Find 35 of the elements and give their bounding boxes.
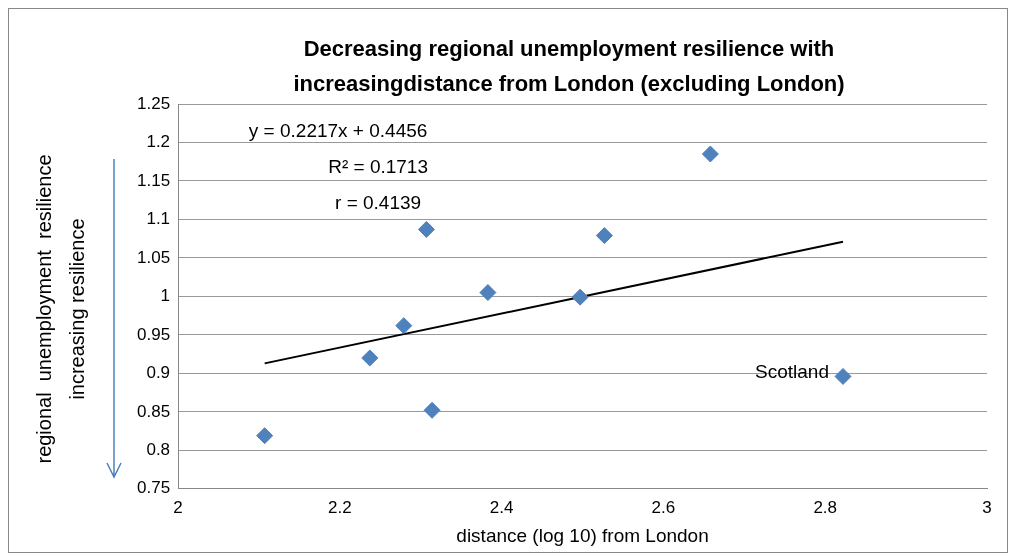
x-tick-label: 2.8: [813, 497, 838, 517]
point: [479, 284, 497, 302]
x-tick-label: 2: [173, 497, 183, 517]
y-tick-label: 1.15: [136, 170, 171, 190]
point: [256, 427, 274, 445]
point: [423, 401, 441, 419]
y-tick-label: 0.8: [146, 440, 171, 460]
point: [571, 288, 589, 306]
y-tick-label: 0.9: [146, 363, 171, 383]
x-axis-title: distance (log 10) from London: [456, 524, 709, 546]
annotation: R² = 0.1713: [328, 156, 428, 178]
point: [417, 220, 435, 238]
y-tick-label: 0.75: [136, 478, 171, 498]
point: [595, 227, 613, 245]
x-tick-label: 2.2: [328, 497, 352, 517]
x-tick-label: 3: [982, 497, 992, 517]
y-tick-label: 1.25: [136, 93, 171, 113]
point: [834, 367, 852, 385]
y-tick-label: 0.85: [136, 401, 171, 421]
y-tick-label: 1.05: [136, 247, 171, 267]
text: increasing resilience: [65, 218, 89, 400]
point: [361, 349, 379, 367]
annotation: r = 0.4139: [335, 192, 422, 214]
x-tick-label: 2.6: [651, 497, 676, 517]
point: [701, 145, 719, 163]
y-tick-label: 1.2: [146, 132, 171, 152]
y-axis-title: regional unemployment resilience: [32, 154, 56, 464]
point: [395, 317, 413, 335]
x-tick-label: 2.4: [489, 497, 514, 517]
y-tick-label: 0.95: [136, 324, 171, 344]
chart-title: Decreasing regional unemployment resilience with increasingdistance from London (excluding London): [292, 35, 846, 98]
annotation: y = 0.2217x + 0.4456: [248, 120, 428, 142]
y-tick-label: 1.1: [146, 209, 171, 229]
annotation: Scotland: [755, 360, 830, 382]
y-tick-label: 1: [160, 286, 171, 306]
